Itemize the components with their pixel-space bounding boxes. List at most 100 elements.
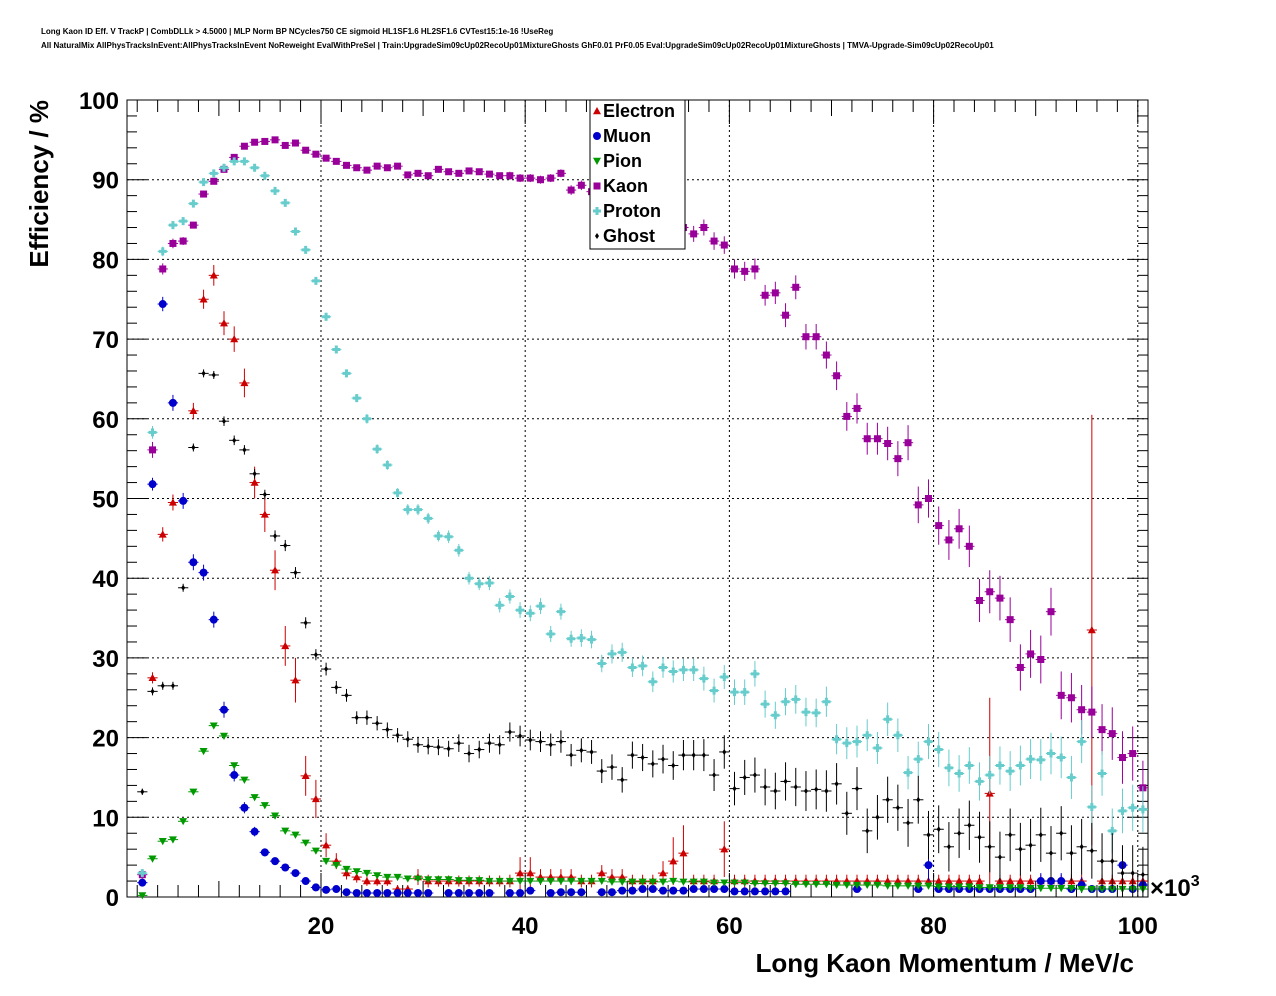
data-point bbox=[863, 881, 872, 890]
data-point bbox=[168, 398, 177, 407]
data-point bbox=[741, 267, 749, 275]
data-point bbox=[875, 814, 880, 821]
data-point bbox=[884, 440, 892, 448]
data-point bbox=[740, 879, 749, 887]
data-point bbox=[914, 755, 923, 764]
data-point bbox=[538, 738, 543, 745]
data-point bbox=[1028, 842, 1033, 849]
data-point bbox=[556, 888, 565, 897]
data-point bbox=[791, 881, 800, 889]
data-point bbox=[597, 869, 606, 877]
data-point bbox=[281, 198, 290, 207]
data-point bbox=[362, 877, 371, 885]
data-point bbox=[485, 170, 493, 178]
legend-box bbox=[589, 99, 686, 250]
data-point bbox=[997, 854, 1002, 861]
legend-item-pion: Pion bbox=[593, 151, 642, 171]
data-point bbox=[209, 169, 218, 178]
data-point bbox=[1067, 885, 1076, 893]
data-point bbox=[485, 889, 494, 898]
data-point bbox=[985, 771, 994, 780]
data-point bbox=[597, 877, 606, 886]
data-point bbox=[904, 439, 912, 447]
data-point bbox=[477, 746, 482, 753]
data-point bbox=[415, 741, 420, 748]
data-point bbox=[750, 669, 759, 678]
legend-item-electron: Electron bbox=[593, 101, 675, 121]
data-point bbox=[1026, 755, 1035, 764]
data-point bbox=[946, 843, 951, 850]
data-point bbox=[526, 174, 534, 182]
data-point bbox=[383, 461, 392, 470]
data-point bbox=[1140, 871, 1145, 878]
data-point bbox=[1108, 885, 1117, 894]
data-point bbox=[240, 157, 249, 166]
data-point bbox=[822, 351, 830, 359]
data-point bbox=[363, 166, 371, 174]
data-point bbox=[1067, 694, 1075, 702]
x-tick-label: 40 bbox=[512, 913, 539, 940]
data-point bbox=[495, 877, 504, 886]
data-point bbox=[199, 568, 208, 577]
data-point bbox=[781, 880, 790, 888]
data-point bbox=[497, 741, 502, 748]
data-point bbox=[1098, 885, 1107, 894]
data-point bbox=[577, 888, 586, 897]
data-point bbox=[1108, 730, 1116, 738]
data-point bbox=[271, 812, 280, 820]
legend-label: Kaon bbox=[603, 176, 648, 196]
data-point bbox=[679, 878, 688, 886]
data-point bbox=[771, 289, 779, 297]
data-point bbox=[996, 594, 1004, 602]
data-point bbox=[211, 371, 216, 378]
data-point bbox=[689, 878, 698, 886]
data-point bbox=[200, 190, 208, 198]
data-point bbox=[1057, 691, 1065, 699]
data-point bbox=[271, 136, 279, 144]
data-point bbox=[556, 607, 565, 616]
series-pion bbox=[137, 722, 1148, 900]
data-point bbox=[414, 169, 422, 177]
data-point bbox=[1006, 877, 1015, 885]
data-point bbox=[424, 172, 432, 180]
data-point bbox=[465, 889, 474, 898]
data-point bbox=[179, 237, 187, 245]
data-point bbox=[546, 889, 555, 898]
data-point bbox=[587, 877, 596, 886]
data-point bbox=[251, 138, 259, 146]
data-point bbox=[975, 877, 984, 885]
data-point bbox=[475, 889, 484, 898]
data-point bbox=[1016, 663, 1024, 671]
data-point bbox=[344, 692, 349, 699]
data-point bbox=[955, 883, 964, 891]
data-point bbox=[1067, 773, 1076, 782]
data-point bbox=[771, 887, 780, 896]
data-point bbox=[679, 665, 688, 674]
data-point bbox=[567, 186, 575, 194]
data-point bbox=[618, 886, 627, 895]
data-point bbox=[893, 731, 902, 740]
data-point bbox=[914, 882, 923, 890]
data-point bbox=[322, 154, 330, 162]
legend-item-muon: Muon bbox=[593, 126, 651, 146]
data-point bbox=[434, 876, 443, 884]
data-point bbox=[260, 171, 269, 180]
data-point bbox=[935, 522, 943, 530]
data-point bbox=[924, 495, 932, 502]
data-point bbox=[404, 171, 412, 179]
data-point bbox=[720, 845, 729, 853]
data-point bbox=[324, 666, 329, 673]
data-point bbox=[955, 525, 963, 533]
data-point bbox=[556, 877, 565, 886]
data-point bbox=[844, 810, 849, 817]
data-point bbox=[893, 877, 902, 885]
data-point bbox=[373, 889, 382, 898]
data-point bbox=[801, 881, 810, 889]
data-point bbox=[661, 756, 666, 763]
data-point bbox=[446, 745, 451, 752]
data-point bbox=[936, 826, 941, 833]
data-point bbox=[781, 887, 790, 896]
data-point bbox=[444, 889, 453, 898]
data-point bbox=[681, 752, 686, 759]
data-point bbox=[579, 747, 584, 754]
